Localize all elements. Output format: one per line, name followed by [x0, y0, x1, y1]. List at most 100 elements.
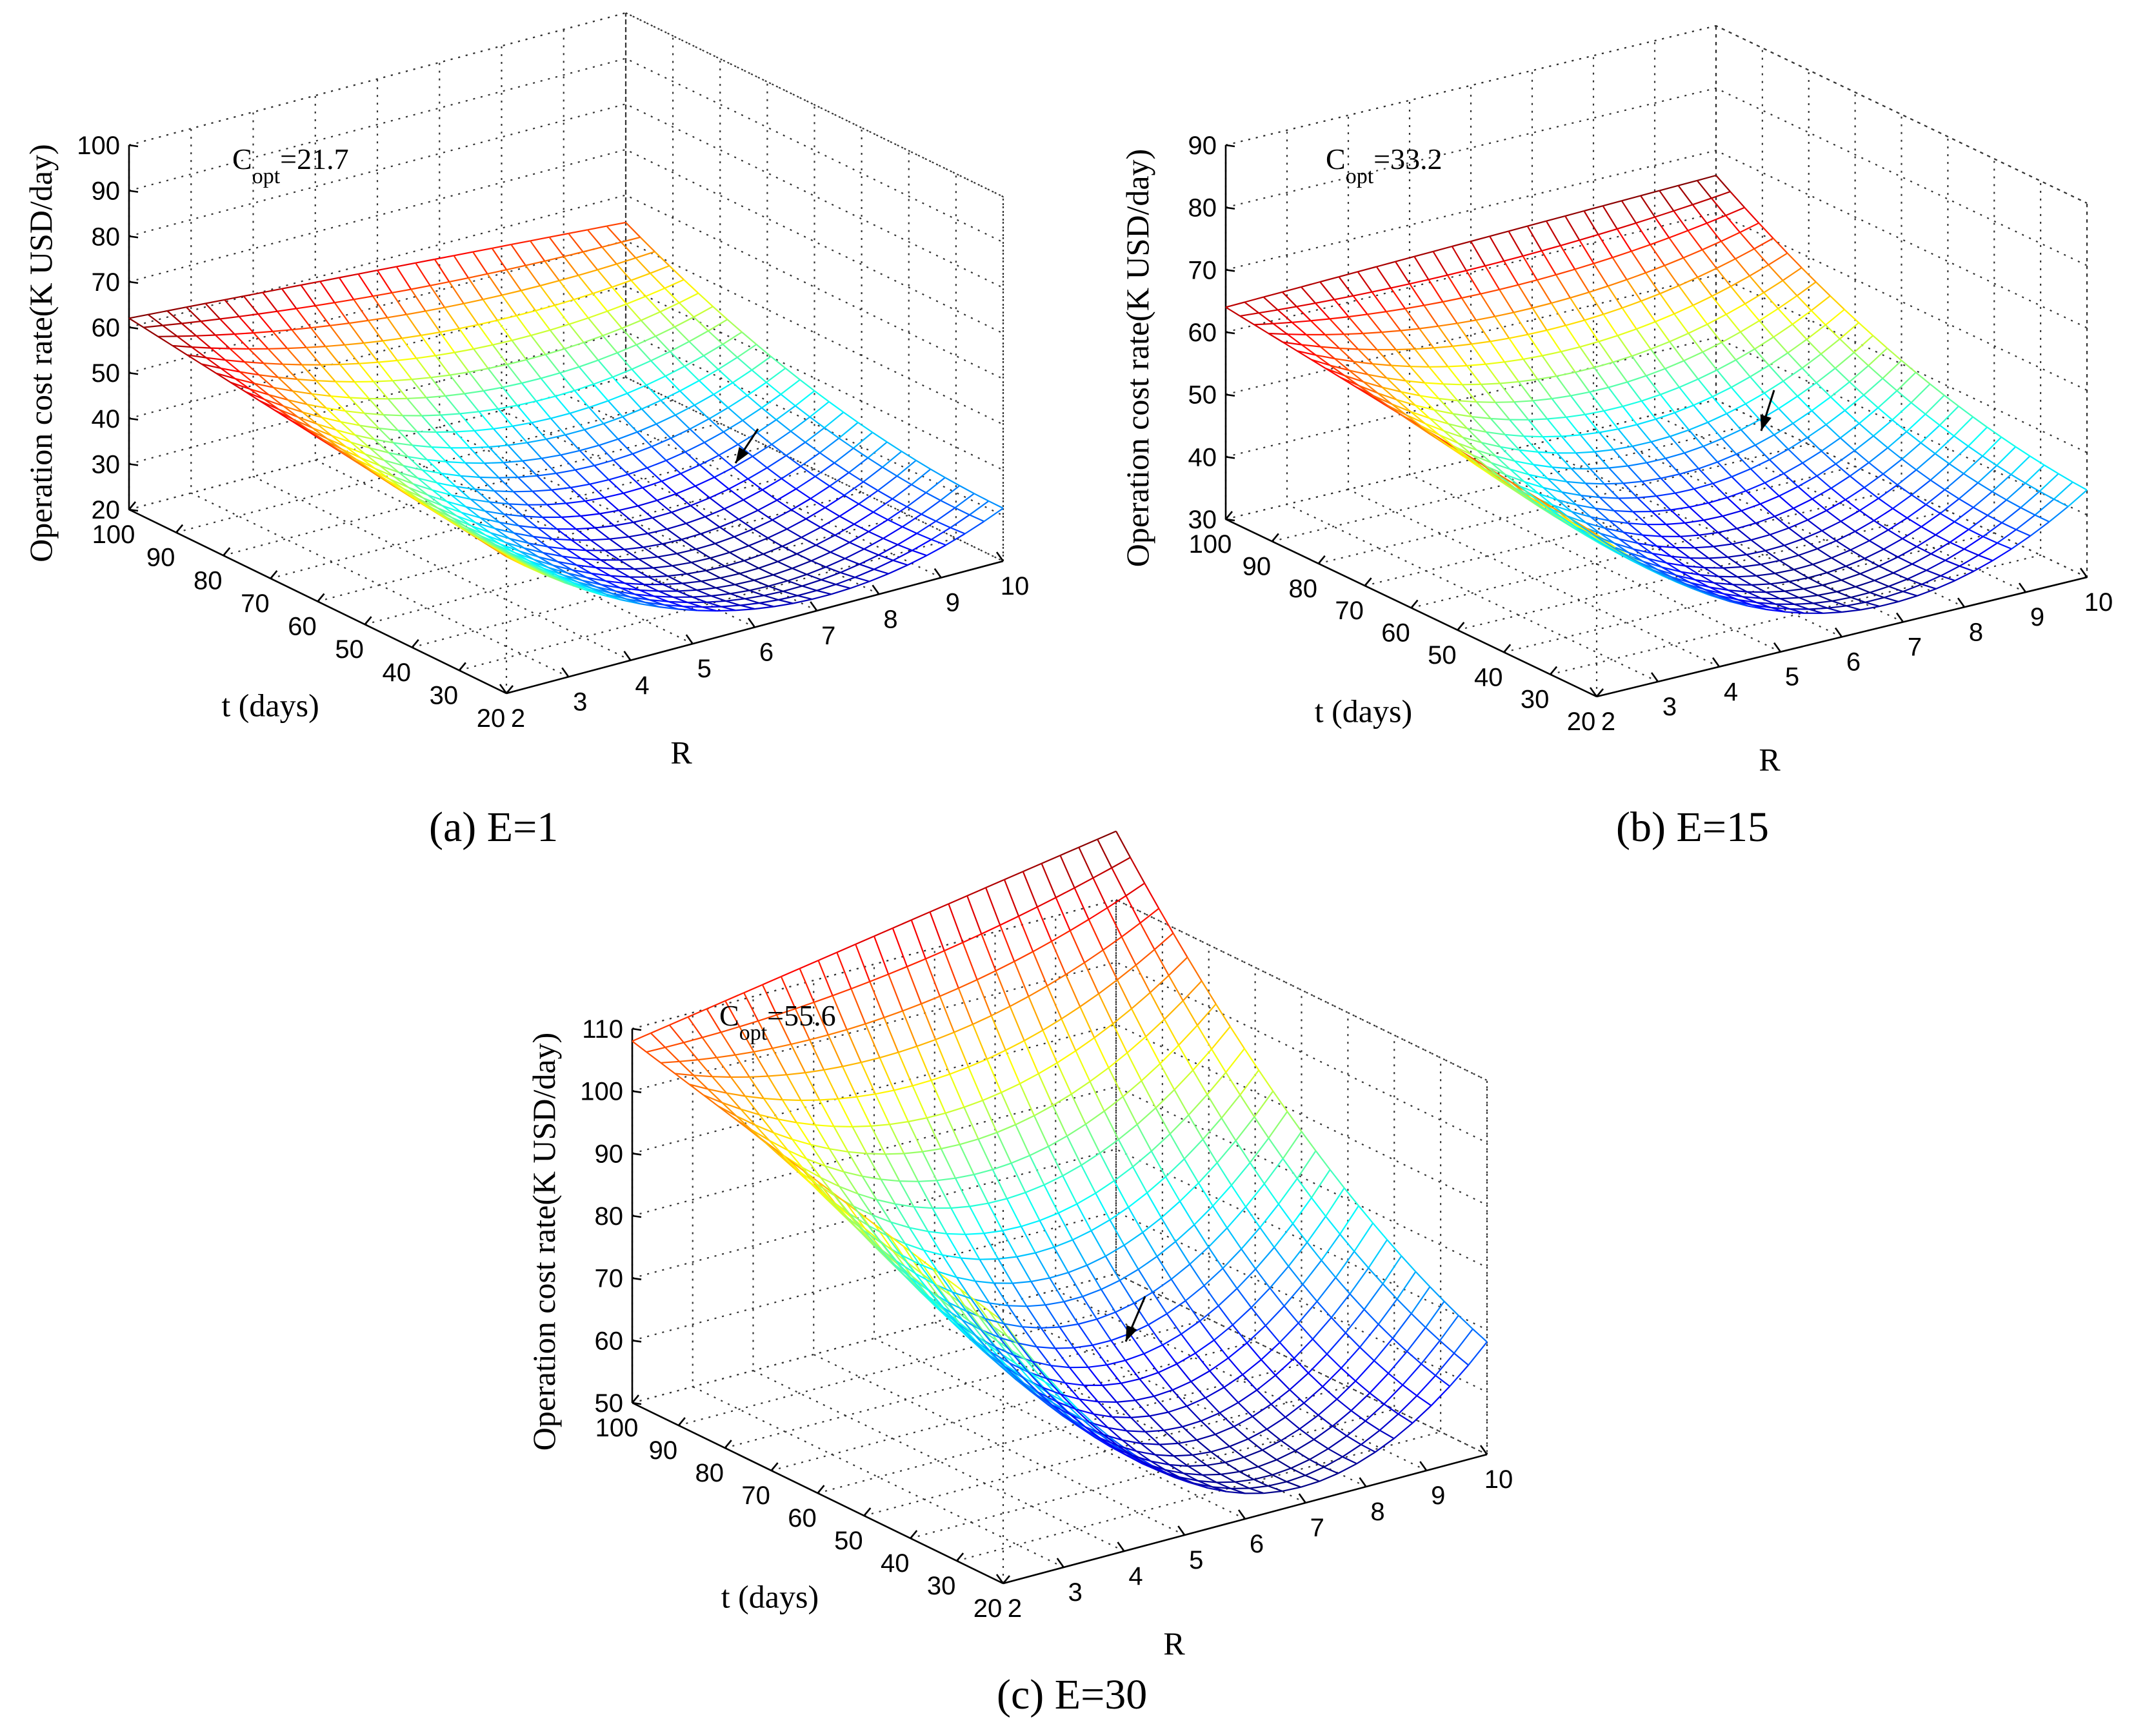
mesh-line — [315, 380, 332, 397]
mesh-line — [306, 346, 326, 348]
mesh-line — [912, 539, 932, 551]
mesh-line — [1179, 1182, 1199, 1202]
mesh-line — [754, 606, 774, 610]
t-tick-label: 80 — [194, 566, 223, 595]
mesh-line — [786, 441, 806, 457]
mesh-line — [762, 976, 782, 986]
mesh-line — [451, 494, 471, 500]
mesh-line — [1264, 1305, 1285, 1326]
mesh-line — [734, 579, 755, 586]
z-tick — [128, 463, 139, 466]
mesh-line — [350, 457, 366, 469]
mesh-line — [1406, 1327, 1426, 1352]
mesh-line — [393, 442, 413, 446]
mesh-line — [524, 560, 540, 570]
mesh-line — [861, 1056, 880, 1064]
mesh-line — [1388, 1351, 1408, 1374]
mesh-line — [677, 589, 697, 592]
mesh-line — [737, 344, 757, 359]
mesh-line — [977, 970, 996, 980]
r-tick — [933, 568, 942, 579]
mesh-line — [642, 481, 662, 489]
mesh-line — [1021, 1220, 1041, 1227]
mesh-line — [1178, 1024, 1198, 1046]
mesh-line — [572, 569, 587, 579]
mesh-line — [383, 337, 403, 342]
mesh-line — [177, 335, 197, 337]
mesh-line — [795, 475, 816, 490]
mesh-line — [724, 499, 744, 510]
mesh-line — [953, 1032, 970, 1067]
mesh-line — [192, 346, 211, 349]
mesh-line — [1292, 1197, 1312, 1224]
mesh-line — [490, 531, 510, 540]
mesh-line — [399, 488, 415, 499]
mesh-line — [455, 486, 475, 490]
mesh-line — [472, 247, 492, 253]
mesh-line — [1142, 1217, 1162, 1233]
mesh-line — [501, 550, 516, 560]
mesh-line — [1156, 1256, 1172, 1280]
mesh-line — [475, 488, 495, 492]
mesh-line — [797, 590, 817, 597]
mesh-line — [307, 428, 323, 440]
mesh-line — [445, 461, 461, 477]
t-tick — [817, 1485, 825, 1494]
mesh-line — [610, 592, 626, 600]
mesh-line — [684, 442, 705, 453]
mesh-line — [993, 1282, 1009, 1306]
mesh-line — [1382, 1255, 1402, 1285]
mesh-line — [1137, 1256, 1158, 1270]
mesh-line — [1142, 1232, 1158, 1257]
mesh-line — [326, 438, 342, 450]
mesh-line — [473, 344, 494, 350]
mesh-line — [1276, 1450, 1296, 1461]
mesh-line — [1369, 1373, 1389, 1394]
mesh-line — [1070, 1093, 1086, 1125]
mesh-line — [1268, 1137, 1284, 1160]
mesh-line — [430, 281, 450, 286]
mesh-line — [1116, 979, 1132, 1009]
gridline — [128, 148, 1004, 334]
mesh-line — [374, 439, 394, 444]
mesh-line — [497, 315, 517, 321]
mesh-line — [336, 448, 352, 459]
z-axis-label: Operation cost rate(K USD/day) — [23, 144, 59, 562]
mesh-line — [288, 418, 304, 429]
mesh-line — [744, 1095, 764, 1100]
mesh-line — [474, 488, 490, 503]
mesh-line — [926, 544, 946, 557]
mesh-line — [1088, 907, 1108, 920]
mesh-line — [1110, 1340, 1126, 1361]
mesh-line — [1039, 1220, 1055, 1248]
mesh-line — [1259, 1227, 1275, 1248]
mesh-line — [295, 308, 312, 328]
mesh-line — [667, 573, 687, 577]
r-tick — [1177, 1525, 1186, 1536]
mesh-line — [239, 313, 259, 317]
mesh-line — [1311, 1197, 1326, 1217]
mesh-line — [805, 507, 826, 520]
t-tick — [364, 616, 372, 625]
mesh-line — [1074, 877, 1093, 889]
r-tick-label: 6 — [1250, 1530, 1264, 1558]
mesh-line — [1057, 1213, 1073, 1240]
gridline — [501, 46, 879, 595]
mesh-line — [1412, 1405, 1432, 1424]
mesh-line — [674, 316, 694, 328]
mesh-line — [431, 446, 451, 449]
r-tick-label: 6 — [759, 639, 774, 667]
mesh-line — [790, 1039, 810, 1046]
z-tick — [128, 508, 139, 512]
mesh-line — [824, 494, 845, 509]
mesh-line — [1225, 1048, 1245, 1073]
mesh-line — [777, 553, 797, 562]
mesh-line — [953, 1024, 973, 1033]
mesh-line — [781, 1099, 797, 1124]
mesh-line — [1176, 1352, 1196, 1365]
mesh-line — [603, 416, 623, 424]
mesh-line — [700, 526, 720, 535]
mesh-line — [523, 547, 539, 558]
mesh-line — [499, 522, 515, 534]
mesh-line — [1015, 1115, 1035, 1125]
